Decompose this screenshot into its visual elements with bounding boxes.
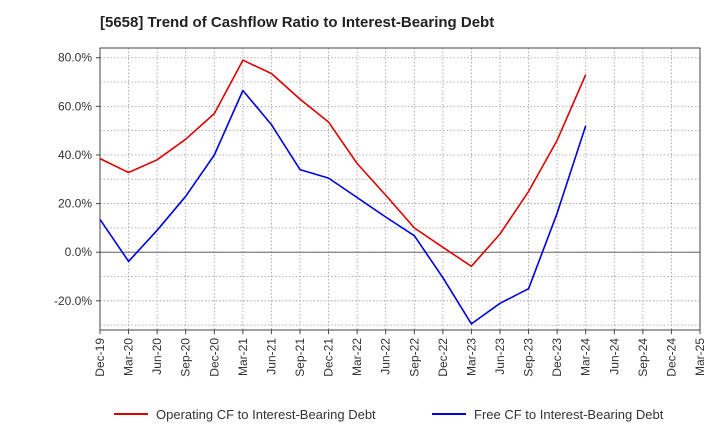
x-tick-label: Mar-24 — [579, 338, 593, 376]
x-tick-label: Sep-23 — [522, 338, 536, 377]
x-tick-label: Sep-22 — [407, 338, 421, 377]
x-tick-label: Mar-20 — [122, 338, 136, 376]
x-tick-label: Dec-21 — [322, 338, 336, 377]
x-tick-label: Dec-19 — [93, 338, 107, 377]
x-tick-label: Dec-22 — [436, 338, 450, 377]
y-tick-label: -20.0% — [54, 294, 92, 308]
x-tick-label: Sep-21 — [293, 338, 307, 377]
x-tick-label: Sep-20 — [179, 338, 193, 377]
series-line-1 — [99, 59, 587, 268]
series-line-2 — [99, 89, 587, 325]
x-tick-label: Mar-23 — [464, 338, 478, 376]
legend-label-2: Free CF to Interest-Bearing Debt — [474, 407, 664, 422]
y-tick-label: 40.0% — [58, 148, 92, 162]
y-tick-label: 60.0% — [58, 99, 92, 113]
x-tick-label: Mar-22 — [350, 338, 364, 376]
y-tick-label: 0.0% — [65, 245, 93, 259]
chart-title: [5658] Trend of Cashflow Ratio to Intere… — [100, 14, 495, 31]
y-tick-label: 80.0% — [58, 51, 92, 65]
x-tick-label: Jun-20 — [150, 338, 164, 375]
x-tick-label: Jun-22 — [379, 338, 393, 375]
x-tick-label: Dec-24 — [664, 338, 678, 377]
x-tick-label: Mar-25 — [693, 338, 707, 376]
x-tick-label: Dec-20 — [207, 338, 221, 377]
x-tick-label: Sep-24 — [636, 338, 650, 377]
x-tick-label: Jun-24 — [607, 338, 621, 375]
x-tick-label: Dec-23 — [550, 338, 564, 377]
y-tick-label: 20.0% — [58, 197, 92, 211]
x-tick-label: Jun-23 — [493, 338, 507, 375]
x-tick-label: Mar-21 — [236, 338, 250, 376]
x-tick-label: Jun-21 — [264, 338, 278, 375]
plot-frame — [99, 47, 701, 331]
legend-label-1: Operating CF to Interest-Bearing Debt — [156, 407, 376, 422]
